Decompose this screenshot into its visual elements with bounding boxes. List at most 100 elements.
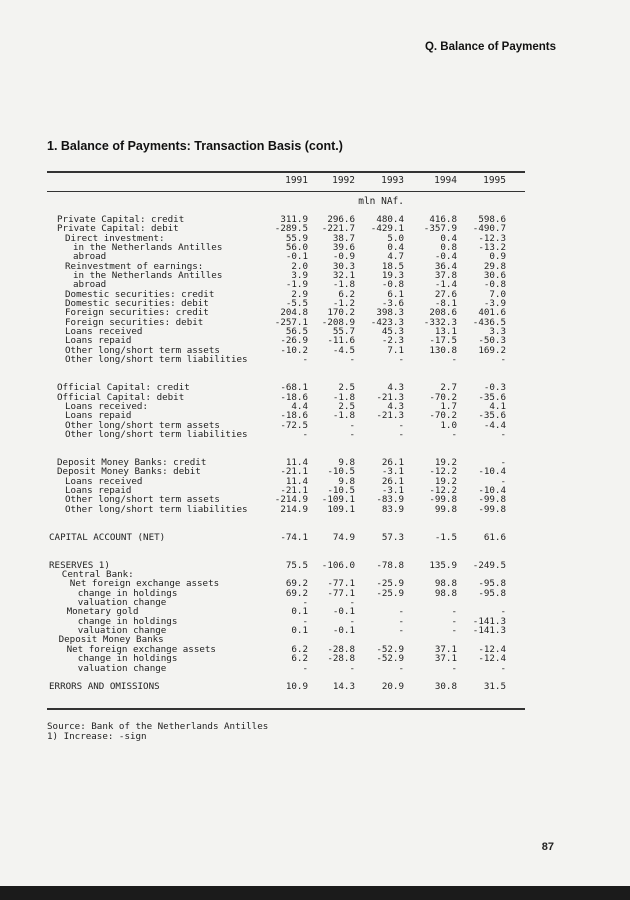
cell-1994: 0.8 [440,242,457,254]
cell-1992: -0.9 [332,251,355,263]
row-label: Loans received: [65,400,148,412]
table-row: Net foreign exchange assets 6.2 -28.8 -52.9… [0,643,630,655]
unit-label: mln NAf. [358,196,404,207]
cell-1994: 416.8 [429,214,457,225]
cell-1991: -1.9 [285,279,308,291]
cell-1993: 20.9 [381,681,404,693]
row-label: Direct investment: [65,232,165,244]
row-label: in the Netherlands Antilles [73,270,223,282]
cell-1991: -257.1 [274,316,308,328]
row-label: Loans repaid [65,410,132,422]
row-label: Deposit Money Banks: debit [57,466,201,478]
cell-1994: - [451,615,457,627]
cell-1991: -0.1 [285,251,308,263]
cell-1994: 208.6 [429,307,457,319]
cell-1994: -12.2 [429,466,457,478]
cell-1993: -83.9 [376,494,404,506]
cell-1994: 37.1 [434,653,457,665]
cell-1994: 1.0 [440,419,457,431]
cell-1994: -70.2 [429,391,457,403]
cell-1992: -28.8 [327,643,355,655]
cell-1991: 3.9 [291,270,308,282]
cell-1992: -28.8 [327,653,355,665]
row-label: Net foreign exchange assets [69,578,220,590]
cell-1991: 4.4 [291,400,308,412]
cell-1993: 83.9 [381,503,404,515]
cell-1993: 26.1 [381,456,404,468]
row-label: CAPITAL ACCOUNT (NET) [49,531,166,543]
cell-1992: -1.8 [332,391,355,403]
table-row: Domestic securities: credit 2.9 6.2 6.1 27.6… [0,289,630,299]
cell-1993: 0.4 [387,242,404,254]
cell-1992: 38.7 [332,232,355,244]
row-label: in the Netherlands Antilles [73,242,223,254]
cell-1993: - [398,662,404,674]
cell-1995: - [500,475,506,487]
table-row: Foreign securities: credit 204.8 170.2 398.… [0,307,630,319]
cell-1994: -70.2 [429,410,457,422]
cell-1994: - [451,354,457,366]
cell-1994: -357.9 [423,223,457,235]
row-label: Net foreign exchange assets [66,643,216,655]
cell-1995: 401.6 [478,307,506,319]
cell-1993: - [398,625,404,637]
table-body: Private Capital: credit 311.9 296.6 480.4 41… [0,215,630,692]
cell-1991: 10.9 [285,681,308,693]
cell-1995: -0.3 [483,382,506,394]
cell-1991: 6.2 [291,643,308,655]
cell-1995: - [500,662,506,674]
table-row: CAPITAL ACCOUNT (NET) -74.1 74.9 57.3 -1.5 61… [0,531,630,543]
cell-1992: 296.6 [327,214,355,225]
cell-1992: -10.5 [327,466,355,478]
cell-1995: -0.8 [483,279,506,291]
cell-1991: 0.1 [291,606,308,618]
cell-1995: -12.3 [478,232,506,244]
year-header: 1992 [332,175,355,186]
row-label: change in holdings [77,587,178,599]
cell-1995: - [500,606,506,618]
row-label: Loans repaid [65,484,132,496]
table-row: Reinvestment of earnings: 2.0 30.3 18.5 36.4… [0,260,630,272]
cell-1993: -52.9 [376,653,404,665]
cell-1995: -95.8 [478,578,506,590]
cell-1993: -3.1 [381,466,404,478]
cell-1995: -12.4 [478,643,506,655]
cell-1994: - [451,662,457,674]
cell-1993: - [398,354,404,366]
row-label: valuation change [77,625,167,637]
cell-1993: - [398,615,404,627]
row-label: Foreign securities: debit [65,316,204,328]
table-title: 1. Balance of Payments: Transaction Basi… [47,139,343,153]
cell-1991: - [302,662,308,674]
cell-1994: 36.4 [434,260,457,272]
cell-1993: -3.6 [381,298,404,310]
cell-1991: 69.2 [285,578,308,590]
row-label: Other long/short term liabilities [65,428,248,440]
cell-1992: 2.5 [338,382,355,394]
cell-1991: -21.1 [280,484,308,496]
cell-1992: -109.1 [321,494,355,506]
cell-1995: - [500,354,506,366]
table-row: Other long/short term liabilities - - - - - [0,354,630,366]
table-row: Other long/short term liabilities - - - - - [0,428,630,440]
cell-1993: -423.3 [370,316,404,328]
cell-1993: -52.9 [376,643,404,655]
cell-1991: -26.9 [280,335,308,347]
cell-1995: 169.2 [478,344,506,356]
page-number: 87 [541,841,554,853]
row-label: Other long/short term assets [65,494,220,506]
year-header: 1995 [483,175,506,186]
table-row: Monetary gold 0.1 -0.1 - - - [0,606,630,618]
row-label: Private Capital: credit [57,214,185,225]
cell-1994: -17.5 [429,335,457,347]
row-label: Loans repaid [65,335,132,347]
row-label: valuation change [77,597,167,609]
blank-row [0,439,630,448]
year-header: 1991 [285,175,308,186]
cell-1994: 30.8 [434,681,457,693]
table-row: Loans repaid -18.6 -1.8 -21.3 -70.2 -35.6 [0,410,630,422]
cell-1991: 56.0 [285,242,308,254]
table-row: Domestic securities: debit -5.5 -1.2 -3.6 -8… [0,298,630,310]
row-label: Domestic securities: debit [65,298,209,310]
row-label: Other long/short term assets [65,419,220,431]
